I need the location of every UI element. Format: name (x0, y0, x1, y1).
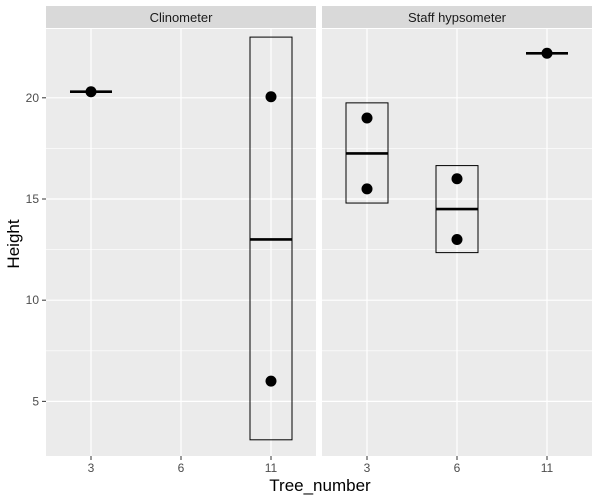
facet-panel: Clinometer 3 6 11 (46, 6, 316, 475)
facet-strip (46, 6, 316, 28)
data-point (451, 173, 463, 185)
x-tick-label: 3 (88, 461, 95, 475)
y-tick-label: 5 (32, 394, 39, 408)
facet-strip-label: Clinometer (150, 10, 214, 25)
y-tick-label: 15 (26, 192, 40, 206)
y-tick-label: 10 (26, 293, 40, 307)
facet-strip (322, 6, 592, 28)
data-point (361, 112, 373, 124)
x-tick-label: 6 (454, 461, 461, 475)
data-point (451, 233, 463, 245)
y-axis: 5 10 15 20 (26, 91, 46, 408)
data-point (85, 86, 97, 98)
x-tick-label: 11 (541, 461, 554, 475)
y-axis-title: Height (4, 219, 23, 268)
facet-strip-label: Staff hypsometer (408, 10, 507, 25)
facet-panel: Staff hypsometer 3 6 11 (322, 6, 592, 475)
x-tick-label: 3 (364, 461, 371, 475)
data-point (541, 47, 553, 59)
y-tick-label: 20 (26, 91, 40, 105)
x-tick-label: 6 (178, 461, 185, 475)
panels-layer: Clinometer 3 6 11 Staff hypsometer 3 6 11 (46, 6, 592, 475)
x-tick-label: 11 (265, 461, 278, 475)
data-point (265, 91, 277, 103)
data-point (361, 183, 373, 195)
x-axis-title: Tree_number (269, 476, 371, 495)
data-point (265, 375, 277, 387)
